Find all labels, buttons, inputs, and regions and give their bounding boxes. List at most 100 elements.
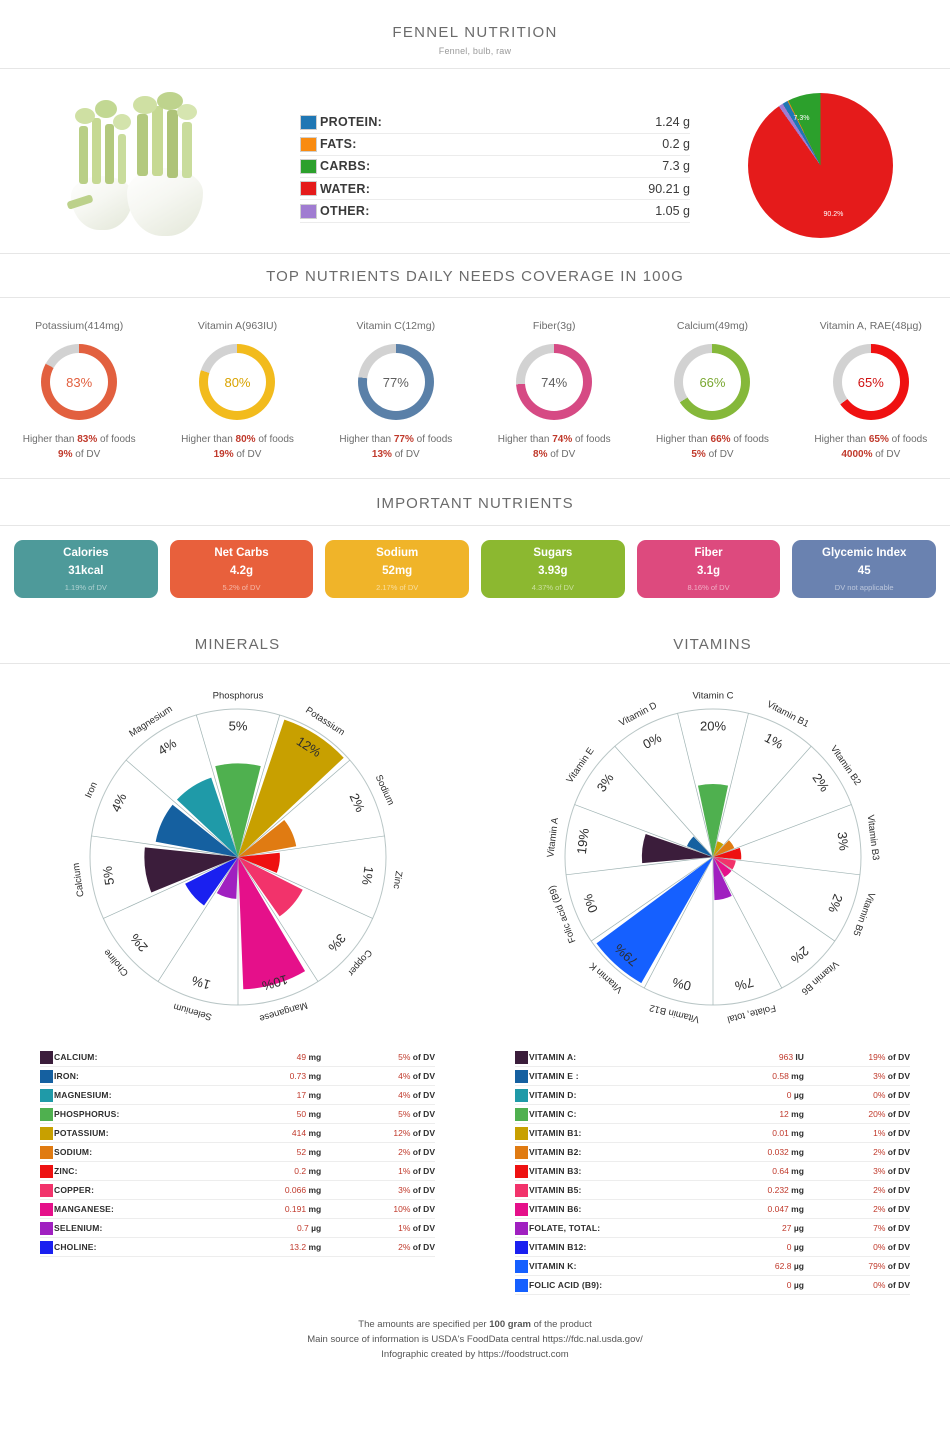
pie-slice-label-water: 90.2% bbox=[823, 210, 844, 218]
higher-value: 83% bbox=[77, 434, 98, 445]
rose-label: Vitamin B6 bbox=[798, 958, 840, 997]
table-row: WATER: 90.21 g bbox=[300, 178, 690, 200]
nutrient-dv: 3% of DV bbox=[321, 1180, 435, 1200]
card-label: Sodium bbox=[376, 546, 419, 559]
color-swatch-other bbox=[300, 203, 317, 219]
nutrient-amount: 17 mg bbox=[233, 1085, 322, 1105]
nutrient-amount: 0.7 µg bbox=[233, 1218, 322, 1238]
nutrient-dv: 0% of DV bbox=[803, 1085, 910, 1105]
rose-label: 1% bbox=[189, 973, 212, 993]
color-swatch bbox=[40, 1107, 53, 1121]
rose-label: Folate, total bbox=[726, 1002, 777, 1025]
higher-prefix: Higher than bbox=[22, 434, 78, 445]
nutrient-dv: 2% of DV bbox=[321, 1142, 435, 1162]
donut-chart: 66% bbox=[674, 344, 751, 420]
minerals-table: CALCIUM: 49 mg 5% of DV IRON: 0.73 mg 4% of D… bbox=[40, 1048, 435, 1257]
nutrient-name: VITAMIN B6: bbox=[529, 1199, 716, 1219]
minerals-heading: MINERALS bbox=[194, 636, 281, 653]
rose-label: Magnesium bbox=[127, 704, 174, 740]
color-swatch bbox=[515, 1240, 528, 1254]
color-swatch bbox=[40, 1050, 53, 1064]
nutrient-amount: 27 µg bbox=[715, 1218, 804, 1238]
dv-suffix: of DV bbox=[872, 448, 901, 460]
card-value: 31kcal bbox=[68, 564, 104, 577]
table-row: VITAMIN B2: 0.032 mg 2% of DV bbox=[515, 1142, 910, 1162]
table-row: CARBS: 7.3 g bbox=[300, 155, 690, 178]
page-subtitle: Fennel, bulb, raw bbox=[438, 46, 512, 56]
nutrient-dv: 1% of DV bbox=[803, 1123, 910, 1143]
page-footer: The amounts are specified per 100 gram o… bbox=[0, 1295, 950, 1363]
card-dv: 5.2% of DV bbox=[222, 582, 261, 592]
donut-chart: 77% bbox=[357, 344, 434, 420]
rose-label: 7% bbox=[733, 975, 755, 994]
higher-suffix: of foods bbox=[572, 434, 611, 445]
color-swatch bbox=[515, 1126, 528, 1140]
donut-chart: 74% bbox=[516, 344, 593, 420]
table-row: MANGANESE: 0.191 mg 10% of DV bbox=[40, 1199, 435, 1219]
macro-label: FATS: bbox=[320, 137, 357, 152]
card-label: Calories bbox=[63, 546, 109, 559]
dv-suffix: of DV bbox=[233, 448, 262, 460]
nutrient-name: VITAMIN B2: bbox=[529, 1142, 716, 1162]
card-label: Glycemic Index bbox=[822, 546, 907, 559]
vitamins-panel: VITAMINS Vitamin C 20% Vitamin B1 1% Vitamin… bbox=[475, 622, 950, 1295]
nutrient-dv: 1% of DV bbox=[321, 1218, 435, 1238]
table-row: FOLATE, TOTAL: 27 µg 7% of DV bbox=[515, 1218, 910, 1238]
nutrient-name: VITAMIN B12: bbox=[529, 1237, 716, 1257]
nutrient-amount: 0.232 mg bbox=[715, 1180, 804, 1200]
donut-card-fiber: Fiber(3g) 74% Higher than 74% of foods 8… bbox=[475, 320, 633, 462]
color-swatch-protein bbox=[300, 114, 317, 130]
donut-percent: 74% bbox=[525, 353, 584, 411]
table-row: VITAMIN C: 12 mg 20% of DV bbox=[515, 1104, 910, 1124]
nutrient-amount: 0.191 mg bbox=[233, 1199, 322, 1219]
footer-text: The amounts are specified per bbox=[358, 1319, 490, 1330]
nutrient-dv: 19% of DV bbox=[803, 1048, 910, 1067]
nutrient-card-net-carbs: Net Carbs 4.2g 5.2% of DV bbox=[169, 540, 314, 598]
nutrient-amount: 0 µg bbox=[715, 1237, 804, 1257]
table-row: POTASSIUM: 414 mg 12% of DV bbox=[40, 1123, 435, 1143]
card-dv: 1.19% of DV bbox=[64, 582, 107, 592]
nutrient-name: VITAMIN B3: bbox=[529, 1161, 716, 1181]
donut-card-potassium: Potassium(414mg) 83% Higher than 83% of … bbox=[0, 320, 158, 462]
table-row: FOLIC ACID (B9): 0 µg 0% of DV bbox=[515, 1275, 910, 1295]
rose-label: 4% bbox=[108, 790, 130, 814]
donut-title: Vitamin A, RAE(48µg) bbox=[819, 320, 922, 332]
card-label: Sugars bbox=[533, 546, 573, 559]
rose-label: 4% bbox=[155, 735, 179, 758]
donut-caption: Higher than 80% of foods 19% of DV bbox=[158, 433, 316, 462]
table-row: CALCIUM: 49 mg 5% of DV bbox=[40, 1048, 435, 1067]
nutrient-amount: 414 mg bbox=[233, 1123, 322, 1143]
table-row: PROTEIN: 1.24 g bbox=[300, 111, 690, 134]
nutrient-dv: 10% of DV bbox=[321, 1199, 435, 1219]
nutrient-name: FOLATE, TOTAL: bbox=[529, 1218, 716, 1238]
rose-label: Vitamin B5 bbox=[850, 891, 877, 938]
color-swatch bbox=[40, 1069, 53, 1083]
color-swatch-water bbox=[300, 181, 317, 197]
macro-label: OTHER: bbox=[320, 203, 370, 218]
donut-title: Calcium(49mg) bbox=[676, 320, 749, 332]
rose-label: Sodium bbox=[372, 773, 395, 807]
color-swatch bbox=[515, 1050, 528, 1064]
nutrient-card-sugars: Sugars 3.93g 4.37% of DV bbox=[481, 540, 625, 598]
dv-suffix: of DV bbox=[705, 448, 734, 460]
table-row: OTHER: 1.05 g bbox=[300, 200, 690, 222]
nutrient-name: VITAMIN C: bbox=[529, 1104, 716, 1124]
nutrient-dv: 1% of DV bbox=[321, 1161, 435, 1181]
nutrient-name: ZINC: bbox=[54, 1161, 234, 1181]
nutrient-amount: 49 mg bbox=[233, 1048, 322, 1067]
color-swatch bbox=[40, 1240, 53, 1254]
rose-label: 2% bbox=[825, 892, 846, 915]
table-row: VITAMIN B12: 0 µg 0% of DV bbox=[515, 1237, 910, 1257]
rose-label: Vitamin A bbox=[545, 816, 561, 858]
footer-line-1: The amounts are specified per 100 gram o… bbox=[0, 1317, 950, 1332]
macro-label: PROTEIN: bbox=[320, 115, 383, 130]
nutrient-name: MAGNESIUM: bbox=[54, 1085, 234, 1105]
nutrient-dv: 2% of DV bbox=[803, 1199, 910, 1219]
nutrient-amount: 0.2 mg bbox=[233, 1161, 322, 1181]
page-header: FENNEL NUTRITION Fennel, bulb, raw bbox=[0, 0, 950, 69]
table-row: IRON: 0.73 mg 4% of DV bbox=[40, 1066, 435, 1086]
important-nutrients-heading: IMPORTANT NUTRIENTS bbox=[376, 495, 574, 512]
macro-value: 7.3 g bbox=[662, 159, 690, 174]
table-row: FATS: 0.2 g bbox=[300, 133, 690, 156]
macro-value: 90.21 g bbox=[648, 181, 690, 196]
